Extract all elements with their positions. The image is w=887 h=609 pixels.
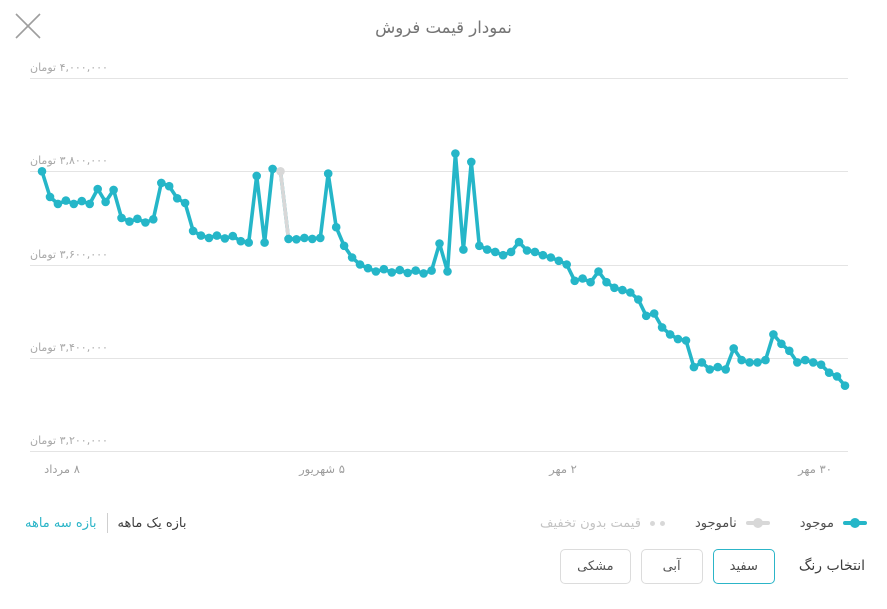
color-option-white[interactable]: سفید bbox=[712, 548, 775, 584]
y-axis-tick: ۳,۲۰۰,۰۰۰ تومان bbox=[30, 434, 108, 447]
x-axis-tick: ۳۰ مهر bbox=[798, 462, 832, 476]
gridline bbox=[30, 451, 848, 452]
chart-legend: موجود ناموجود قیمت بدون تخفیف bbox=[540, 516, 867, 531]
legend-row: موجود ناموجود قیمت بدون تخفیف بازه یک ما… bbox=[0, 508, 887, 538]
x-axis-tick: ۲ مهر bbox=[549, 462, 577, 476]
range-divider bbox=[106, 513, 108, 533]
color-option-blue[interactable]: آبی bbox=[640, 548, 703, 584]
color-picker-label: انتخاب رنگ bbox=[798, 558, 865, 574]
color-option-black[interactable]: مشکی bbox=[560, 548, 631, 584]
gridline bbox=[30, 358, 848, 359]
available-marker-icon bbox=[843, 517, 867, 529]
x-axis-tick: ۸ مرداد bbox=[44, 462, 80, 476]
color-picker-row: انتخاب رنگ سفید آبی مشکی bbox=[0, 546, 887, 586]
price-line-chart[interactable] bbox=[0, 0, 887, 500]
y-axis-tick: ۳,۶۰۰,۰۰۰ تومان bbox=[30, 248, 108, 261]
y-axis-tick: ۳,۴۰۰,۰۰۰ تومان bbox=[30, 341, 108, 354]
unavailable-marker-icon bbox=[745, 517, 770, 529]
dotted-line-marker-icon bbox=[649, 520, 665, 526]
gridline bbox=[30, 78, 848, 79]
legend-item-available: موجود bbox=[800, 516, 867, 531]
y-axis-tick: ۴,۰۰۰,۰۰۰ تومان bbox=[30, 61, 108, 74]
range-three-month-link[interactable]: بازه سه ماهه bbox=[25, 515, 97, 531]
x-axis-tick: ۵ شهریور bbox=[299, 462, 345, 476]
close-icon[interactable] bbox=[12, 10, 44, 42]
page-title: نمودار قیمت فروش bbox=[375, 18, 512, 37]
legend-item-unavailable: ناموجود bbox=[695, 516, 770, 531]
legend-label: قیمت بدون تخفیف bbox=[540, 515, 641, 531]
gridline bbox=[30, 265, 848, 266]
legend-label: موجود bbox=[799, 515, 834, 531]
legend-label: ناموجود bbox=[694, 515, 737, 531]
y-axis-tick: ۳,۸۰۰,۰۰۰ تومان bbox=[30, 154, 108, 167]
range-switch: بازه یک ماهه بازه سه ماهه bbox=[25, 513, 186, 533]
range-one-month[interactable]: بازه یک ماهه bbox=[117, 515, 187, 531]
gridline bbox=[30, 171, 848, 172]
legend-item-no-discount-price: قیمت بدون تخفیف bbox=[540, 516, 665, 531]
